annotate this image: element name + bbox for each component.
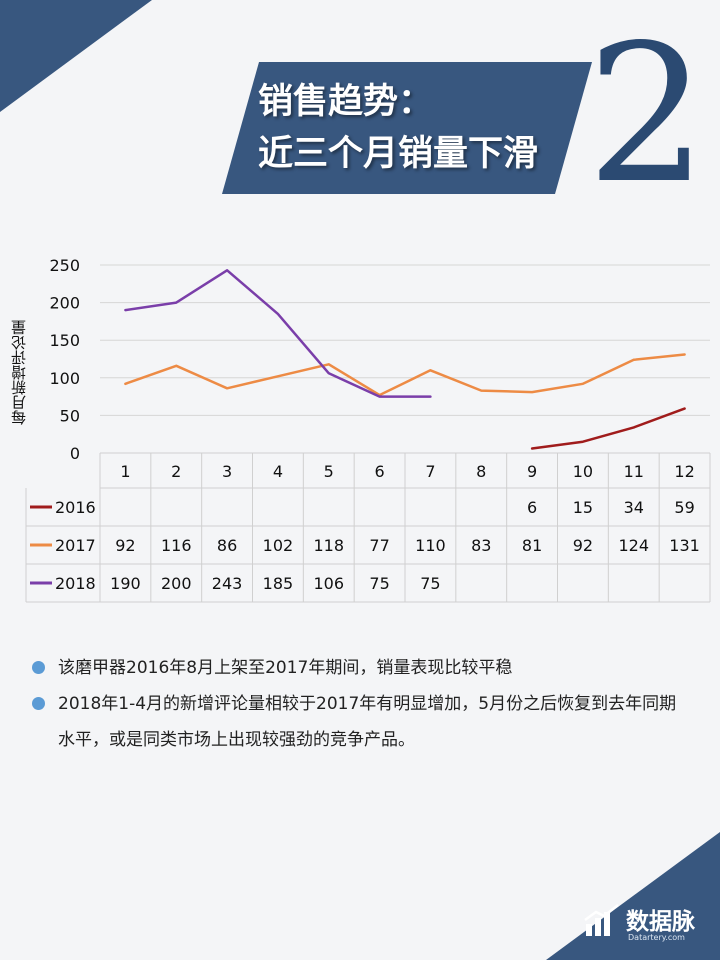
legend-label-2016: 2016 <box>55 498 96 517</box>
y-tick-label: 150 <box>49 331 80 350</box>
series-line-2017 <box>124 353 686 397</box>
x-tick-label: 9 <box>527 462 537 481</box>
x-tick-label: 3 <box>222 462 232 481</box>
y-tick-label: 50 <box>60 406 80 425</box>
data-label: 6 <box>527 498 537 517</box>
bullet-text: 2018年1-4月的新增评论量相较于2017年有明显增加，5月份之后恢复到去年同… <box>58 694 677 750</box>
series-line-2018 <box>124 269 432 398</box>
data-label: 15 <box>573 498 593 517</box>
x-tick-label: 1 <box>120 462 130 481</box>
x-tick-label: 12 <box>674 462 694 481</box>
bullet-list: 该磨甲器2016年8月上架至2017年期间，销量表现比较平稳 2018年1-4月… <box>30 650 690 758</box>
bullet-item: 2018年1-4月的新增评论量相较于2017年有明显增加，5月份之后恢复到去年同… <box>30 686 690 758</box>
x-tick-label: 10 <box>573 462 593 481</box>
data-label: 185 <box>263 574 294 593</box>
series-line-2016 <box>530 407 686 450</box>
section-number: 2 <box>586 4 708 225</box>
data-label: 92 <box>573 536 593 555</box>
x-tick-label: 2 <box>171 462 181 481</box>
y-tick-label: 100 <box>49 369 80 388</box>
x-tick-label: 5 <box>324 462 334 481</box>
data-label: 116 <box>161 536 192 555</box>
title-line-2: 近三个月销量下滑 <box>258 134 539 174</box>
bullet-dot-icon <box>32 661 45 674</box>
data-label: 110 <box>415 536 446 555</box>
x-tick-label: 6 <box>374 462 384 481</box>
data-label: 118 <box>313 536 344 555</box>
top-left-stripe <box>0 0 152 112</box>
data-label: 86 <box>217 536 237 555</box>
x-tick-label: 4 <box>273 462 283 481</box>
x-tick-label: 11 <box>624 462 644 481</box>
title-banner <box>222 62 592 194</box>
bullet-item: 该磨甲器2016年8月上架至2017年期间，销量表现比较平稳 <box>30 650 690 686</box>
data-label: 106 <box>313 574 344 593</box>
data-label: 190 <box>110 574 141 593</box>
data-label: 34 <box>624 498 644 517</box>
data-label: 92 <box>115 536 135 555</box>
title-line-1: 销售趋势： <box>258 82 434 122</box>
data-label: 77 <box>369 536 389 555</box>
data-label: 81 <box>522 536 542 555</box>
data-label: 75 <box>369 574 389 593</box>
y-tick-label: 250 <box>49 256 80 275</box>
brand-site: Datartery.com <box>628 933 685 942</box>
legend-label-2018: 2018 <box>55 574 96 593</box>
bullet-dot-icon <box>32 697 45 710</box>
data-label: 243 <box>212 574 243 593</box>
y-tick-label: 200 <box>49 294 80 313</box>
x-tick-label: 7 <box>425 462 435 481</box>
brand-name: 数据脉 <box>626 909 695 935</box>
data-label: 75 <box>420 574 440 593</box>
x-tick-label: 8 <box>476 462 486 481</box>
bullet-text: 该磨甲器2016年8月上架至2017年期间，销量表现比较平稳 <box>58 658 513 678</box>
data-label: 83 <box>471 536 491 555</box>
brand-logo: 数据脉 Datartery.com <box>582 900 720 950</box>
title-text: 销售趋势： 近三个月销量下滑 <box>258 76 538 180</box>
legend-label-2017: 2017 <box>55 536 96 555</box>
data-label: 131 <box>669 536 700 555</box>
data-label: 124 <box>618 536 649 555</box>
data-label: 102 <box>263 536 294 555</box>
data-label: 200 <box>161 574 192 593</box>
y-tick-label: 0 <box>70 444 80 463</box>
brand-chart-icon <box>584 904 619 936</box>
data-label: 59 <box>674 498 694 517</box>
